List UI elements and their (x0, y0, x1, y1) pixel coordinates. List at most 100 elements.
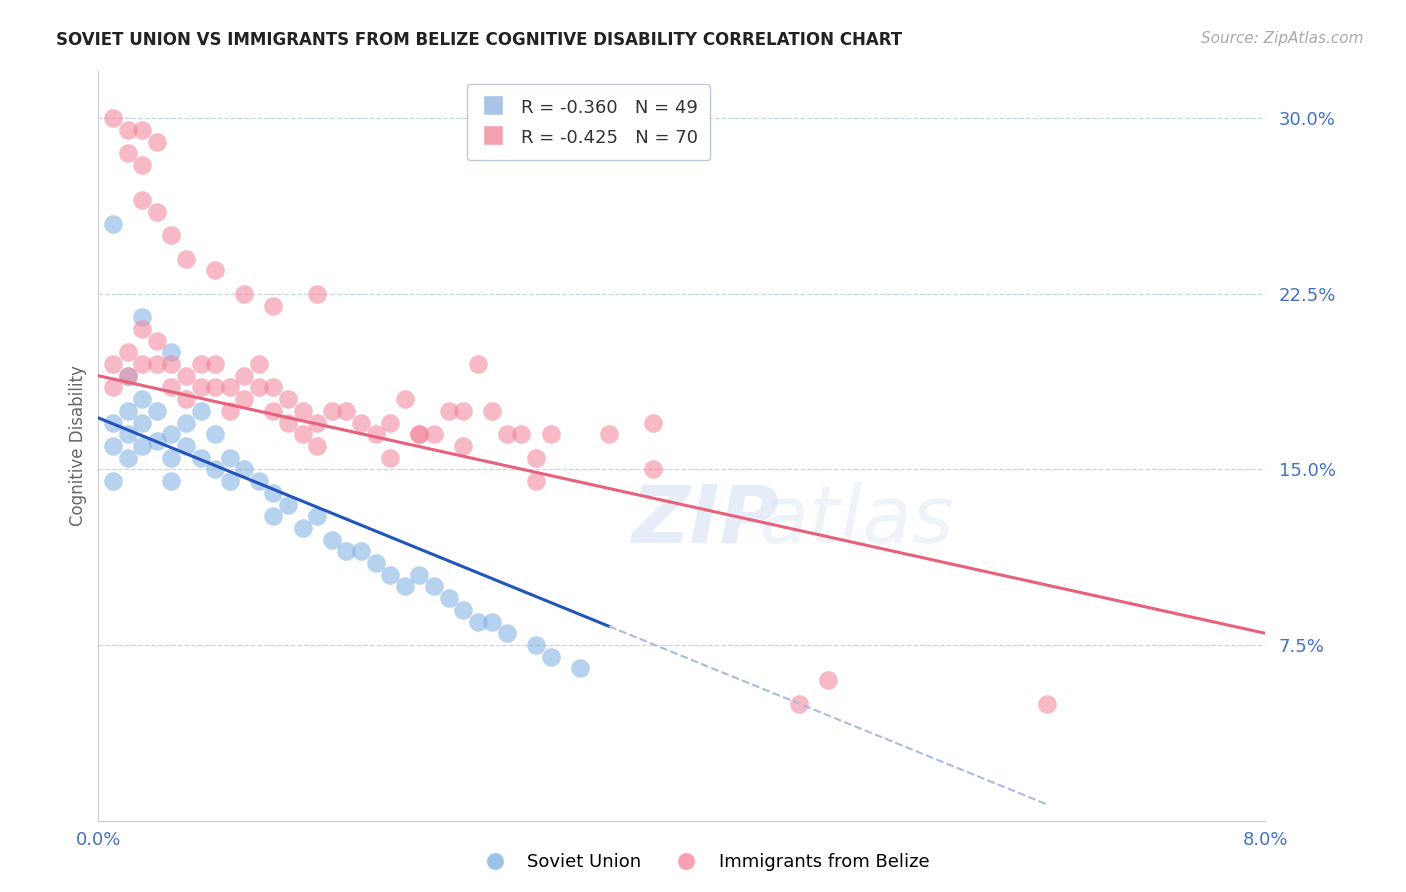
Point (160, 474, 183, 488)
Point (787, 697, 810, 711)
Point (146, 404, 169, 418)
Point (262, 298, 284, 313)
Point (262, 509, 284, 524)
Point (146, 204, 169, 219)
Point (174, 439, 197, 453)
Point (524, 450, 547, 465)
Point (277, 416, 299, 430)
Point (101, 474, 124, 488)
Point (117, 427, 139, 442)
Point (277, 392, 299, 407)
Point (380, 416, 402, 430)
Point (247, 380, 270, 394)
Point (307, 439, 329, 453)
Point (146, 357, 169, 371)
Point (218, 450, 240, 465)
Point (262, 404, 284, 418)
Point (364, 556, 387, 570)
Point (117, 368, 139, 383)
Point (174, 392, 197, 407)
Point (233, 392, 256, 407)
Point (451, 404, 474, 418)
Point (423, 580, 446, 594)
Point (233, 368, 256, 383)
Point (540, 649, 562, 664)
Point (451, 439, 474, 453)
Point (496, 427, 519, 442)
Point (321, 533, 343, 547)
Point (101, 416, 124, 430)
Point (101, 380, 124, 394)
Point (291, 427, 314, 442)
Point (218, 380, 240, 394)
Point (131, 439, 153, 453)
Point (131, 310, 153, 325)
Point (174, 252, 197, 266)
Point (277, 498, 299, 512)
Point (380, 450, 402, 465)
Point (117, 368, 139, 383)
Point (204, 357, 226, 371)
Point (291, 404, 314, 418)
Point (437, 591, 460, 606)
Point (817, 673, 839, 688)
Point (481, 404, 503, 418)
Point (160, 357, 183, 371)
Point (218, 404, 240, 418)
Point (380, 567, 402, 582)
Text: atlas: atlas (759, 482, 955, 560)
Point (160, 345, 183, 359)
Legend: R = -0.360   N = 49, R = -0.425   N = 70: R = -0.360 N = 49, R = -0.425 N = 70 (467, 84, 710, 161)
Point (540, 427, 562, 442)
Point (190, 380, 212, 394)
Point (101, 112, 124, 126)
Point (131, 123, 153, 137)
Y-axis label: Cognitive Disability: Cognitive Disability (69, 366, 87, 526)
Point (524, 638, 547, 652)
Point (160, 427, 183, 442)
Point (262, 485, 284, 500)
Point (481, 615, 503, 629)
Point (524, 474, 547, 488)
Point (262, 380, 284, 394)
Point (131, 392, 153, 407)
Point (131, 322, 153, 336)
Point (174, 368, 197, 383)
Point (307, 416, 329, 430)
Point (467, 357, 489, 371)
Point (146, 434, 169, 449)
Point (101, 357, 124, 371)
Point (204, 427, 226, 442)
Point (350, 544, 373, 558)
Point (451, 603, 474, 617)
Point (1035, 697, 1057, 711)
Point (321, 404, 343, 418)
Point (146, 135, 169, 149)
Point (218, 474, 240, 488)
Point (190, 450, 212, 465)
Point (335, 544, 357, 558)
Point (174, 416, 197, 430)
Point (101, 217, 124, 231)
Point (408, 567, 430, 582)
Point (408, 427, 430, 442)
Point (101, 439, 124, 453)
Point (131, 158, 153, 172)
Point (247, 474, 270, 488)
Point (204, 380, 226, 394)
Point (394, 580, 416, 594)
Point (131, 193, 153, 207)
Point (496, 626, 519, 640)
Point (160, 228, 183, 243)
Legend: Soviet Union, Immigrants from Belize: Soviet Union, Immigrants from Belize (470, 847, 936, 879)
Point (117, 345, 139, 359)
Point (467, 615, 489, 629)
Point (160, 380, 183, 394)
Point (408, 427, 430, 442)
Point (190, 404, 212, 418)
Point (117, 404, 139, 418)
Point (364, 427, 387, 442)
Point (160, 450, 183, 465)
Point (641, 416, 664, 430)
Point (146, 334, 169, 348)
